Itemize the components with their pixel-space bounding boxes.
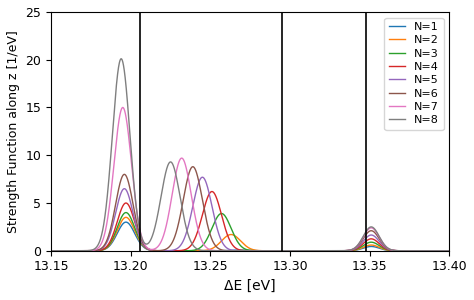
N=8 bbox=[48, 249, 54, 253]
N=2 bbox=[192, 249, 198, 253]
N=6 bbox=[284, 249, 290, 253]
N=2 bbox=[301, 249, 307, 253]
N=8 bbox=[301, 249, 307, 253]
N=3 bbox=[123, 211, 129, 214]
N=6 bbox=[192, 168, 198, 171]
N=3 bbox=[48, 249, 54, 253]
Y-axis label: Strength Function along z [1/eV]: Strength Function along z [1/eV] bbox=[7, 30, 20, 233]
N=4 bbox=[365, 238, 370, 242]
N=3 bbox=[301, 249, 307, 253]
N=7 bbox=[284, 249, 290, 253]
N=1 bbox=[192, 249, 198, 253]
N=5 bbox=[301, 249, 307, 253]
N=1 bbox=[68, 249, 74, 253]
N=2 bbox=[447, 249, 452, 253]
N=5 bbox=[200, 176, 205, 179]
N=8 bbox=[344, 249, 349, 252]
N=5 bbox=[365, 235, 370, 238]
N=4 bbox=[284, 249, 290, 253]
N=1 bbox=[123, 220, 129, 224]
N=6 bbox=[288, 249, 293, 253]
N=2 bbox=[48, 249, 54, 253]
N=3 bbox=[192, 248, 198, 252]
N=8 bbox=[192, 246, 198, 250]
N=4 bbox=[209, 190, 215, 193]
Line: N=6: N=6 bbox=[51, 167, 449, 251]
N=3 bbox=[284, 249, 290, 253]
N=8 bbox=[284, 249, 290, 253]
Line: N=3: N=3 bbox=[51, 213, 449, 251]
N=7 bbox=[365, 228, 371, 232]
Line: N=1: N=1 bbox=[51, 222, 449, 251]
Line: N=8: N=8 bbox=[51, 59, 449, 251]
N=1 bbox=[301, 249, 307, 253]
N=1 bbox=[447, 249, 452, 253]
N=5 bbox=[68, 249, 74, 253]
N=3 bbox=[344, 249, 349, 253]
N=7 bbox=[120, 106, 126, 109]
N=7 bbox=[447, 249, 452, 253]
N=6 bbox=[48, 249, 54, 253]
N=6 bbox=[68, 249, 74, 253]
N=4 bbox=[344, 249, 349, 253]
Line: N=4: N=4 bbox=[51, 191, 449, 251]
N=1 bbox=[48, 249, 54, 253]
N=6 bbox=[365, 231, 371, 235]
Line: N=5: N=5 bbox=[51, 177, 449, 251]
Line: N=7: N=7 bbox=[51, 107, 449, 251]
N=7 bbox=[301, 249, 307, 253]
N=6 bbox=[301, 249, 307, 253]
N=3 bbox=[447, 249, 452, 253]
N=5 bbox=[48, 249, 54, 253]
N=1 bbox=[365, 245, 370, 249]
N=3 bbox=[365, 241, 370, 245]
N=8 bbox=[447, 249, 452, 253]
N=4 bbox=[68, 249, 74, 253]
N=3 bbox=[68, 249, 74, 253]
N=5 bbox=[344, 249, 349, 253]
Legend: N=1, N=2, N=3, N=4, N=5, N=6, N=7, N=8: N=1, N=2, N=3, N=4, N=5, N=6, N=7, N=8 bbox=[384, 17, 444, 130]
N=2 bbox=[344, 249, 349, 253]
N=1 bbox=[344, 249, 349, 253]
N=7 bbox=[283, 249, 288, 253]
N=5 bbox=[284, 249, 290, 253]
N=1 bbox=[284, 249, 290, 253]
N=8 bbox=[68, 249, 74, 253]
X-axis label: ΔE [eV]: ΔE [eV] bbox=[224, 279, 276, 293]
N=2 bbox=[123, 215, 129, 219]
Line: N=2: N=2 bbox=[51, 217, 449, 251]
N=4 bbox=[48, 249, 54, 253]
N=6 bbox=[344, 249, 349, 252]
N=7 bbox=[48, 249, 54, 253]
N=6 bbox=[190, 165, 196, 169]
N=2 bbox=[284, 249, 290, 253]
N=2 bbox=[365, 244, 370, 247]
N=4 bbox=[192, 236, 198, 240]
N=5 bbox=[192, 194, 198, 197]
N=8 bbox=[118, 57, 124, 61]
N=4 bbox=[301, 249, 307, 253]
N=5 bbox=[447, 249, 452, 253]
N=4 bbox=[447, 249, 452, 253]
N=8 bbox=[278, 249, 283, 253]
N=7 bbox=[192, 215, 198, 219]
N=7 bbox=[344, 249, 349, 252]
N=6 bbox=[447, 249, 452, 253]
N=7 bbox=[68, 249, 74, 253]
N=8 bbox=[365, 227, 371, 231]
N=2 bbox=[68, 249, 74, 253]
